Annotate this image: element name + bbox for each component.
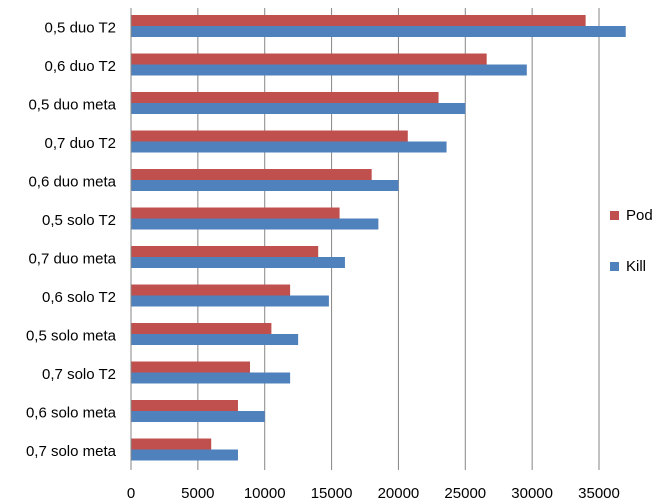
- x-tick-label: 0: [127, 485, 135, 502]
- x-tick-label: 35000: [578, 485, 620, 502]
- bar-kill: [131, 218, 379, 230]
- category-label: 0,5 duo meta: [28, 96, 116, 113]
- x-tick-label: 20000: [378, 485, 420, 502]
- bar-pod: [131, 361, 251, 373]
- bar-kill: [131, 295, 329, 307]
- x-tick-label: 10000: [244, 485, 286, 502]
- x-tick-labels: 0 5000 10000 15000 20000 25000 30000 35000: [127, 485, 620, 502]
- category-label: 0,7 solo meta: [26, 443, 117, 460]
- category-label: 0,7 duo T2: [45, 135, 116, 152]
- legend-swatch-kill: [610, 262, 619, 271]
- category-label: 0,6 duo meta: [28, 173, 116, 190]
- bar-pod: [131, 246, 319, 257]
- category-label: 0,7 solo T2: [42, 366, 116, 383]
- bar-kill: [131, 26, 626, 37]
- bar-pod: [131, 130, 408, 142]
- category-label: 0,5 solo meta: [26, 327, 117, 344]
- category-label: 0,6 duo T2: [45, 58, 116, 75]
- category-labels: 0,5 duo T2 0,6 duo T2 0,5 duo meta 0,7 duo …: [26, 19, 117, 460]
- bars: [131, 15, 626, 461]
- bar-kill: [131, 372, 291, 384]
- bar-kill: [131, 257, 345, 268]
- bar-pod: [131, 92, 439, 103]
- category-label: 0,5 duo T2: [45, 19, 116, 36]
- x-tick-label: 25000: [444, 485, 486, 502]
- category-label: 0,6 solo meta: [26, 404, 117, 421]
- bar-kill: [131, 180, 399, 191]
- bar-pod: [131, 323, 272, 334]
- bar-pod: [131, 400, 238, 411]
- category-label: 0,6 solo T2: [42, 289, 116, 306]
- x-tick-label: 30000: [511, 485, 553, 502]
- bar-kill: [131, 141, 447, 153]
- legend-label-kill: Kill: [626, 258, 646, 275]
- bar-kill: [131, 64, 527, 76]
- legend-label-pod: Pod: [626, 207, 653, 224]
- bar-kill: [131, 334, 299, 345]
- bar-kill: [131, 103, 466, 114]
- gridlines: [197, 8, 600, 470]
- legend-swatch-pod: [610, 211, 619, 220]
- bar-pod: [131, 438, 212, 450]
- bar-pod: [131, 207, 340, 219]
- bar-pod: [131, 53, 487, 65]
- bar-kill: [131, 411, 265, 422]
- category-label: 0,5 solo T2: [42, 212, 116, 229]
- x-tick-label: 5000: [181, 485, 214, 502]
- x-tick-label: 15000: [311, 485, 353, 502]
- category-label: 0,7 duo meta: [28, 250, 116, 267]
- bar-pod: [131, 169, 372, 180]
- bar-pod: [131, 284, 291, 296]
- bar-kill: [131, 449, 238, 461]
- bar-pod: [131, 15, 586, 26]
- legend: Pod Kill: [610, 207, 653, 275]
